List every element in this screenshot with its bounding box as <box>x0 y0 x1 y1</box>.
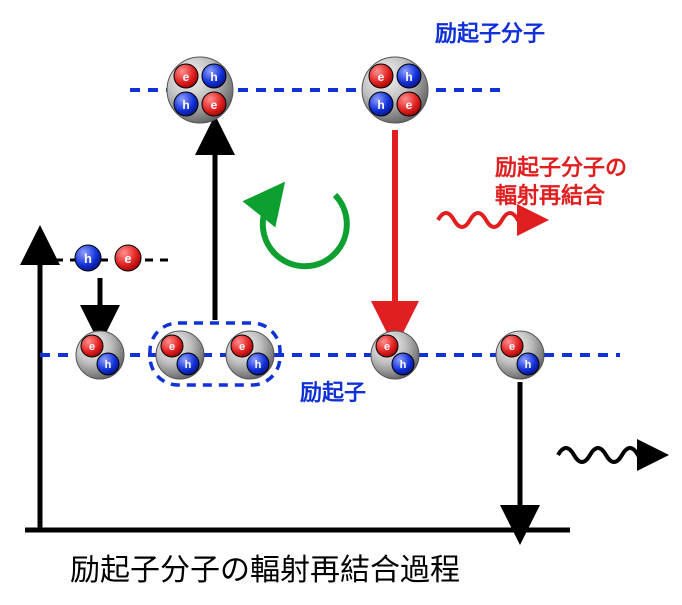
svg-text:h: h <box>210 70 217 84</box>
svg-text:h: h <box>105 359 112 371</box>
biexciton-1: e h h e <box>167 57 233 123</box>
svg-text:e: e <box>183 70 190 84</box>
photon-red <box>438 213 533 227</box>
free-hole: h <box>75 245 101 271</box>
svg-text:h: h <box>377 98 384 112</box>
svg-text:e: e <box>384 341 390 353</box>
caption: 励起子分子の輻射再結合過程 <box>70 545 460 589</box>
exciton-2: e h <box>156 331 204 379</box>
svg-text:h: h <box>400 359 407 371</box>
energy-diagram: h e e h h e e h h e e h e <box>0 0 682 600</box>
svg-text:e: e <box>211 98 218 112</box>
svg-text:e: e <box>378 70 385 84</box>
svg-text:e: e <box>239 341 245 353</box>
svg-text:h: h <box>525 359 532 371</box>
biexciton-2: e h h e <box>362 57 428 123</box>
svg-text:e: e <box>89 341 95 353</box>
svg-text:h: h <box>405 70 412 84</box>
svg-text:e: e <box>169 341 175 353</box>
exciton-5: e h <box>496 331 544 379</box>
svg-text:e: e <box>509 341 515 353</box>
svg-text:h: h <box>185 359 192 371</box>
exciton-label: 励起子 <box>300 375 366 407</box>
exciton-1: e h <box>76 331 124 379</box>
photon-black <box>558 448 653 462</box>
svg-text:e: e <box>406 98 413 112</box>
exciton-4: e h <box>371 331 419 379</box>
biexciton-label: 励起子分子 <box>435 16 545 48</box>
svg-text:h: h <box>182 98 189 112</box>
svg-text:h: h <box>84 251 92 266</box>
svg-text:h: h <box>255 359 262 371</box>
svg-text:e: e <box>124 251 131 266</box>
radiative-label-2: 輻射再結合 <box>495 178 605 210</box>
free-electron: e <box>115 245 141 271</box>
exciton-3: e h <box>226 331 274 379</box>
diagram-svg: h e e h h e e h h e e h e <box>0 0 682 600</box>
cycle-arrow <box>263 195 347 266</box>
